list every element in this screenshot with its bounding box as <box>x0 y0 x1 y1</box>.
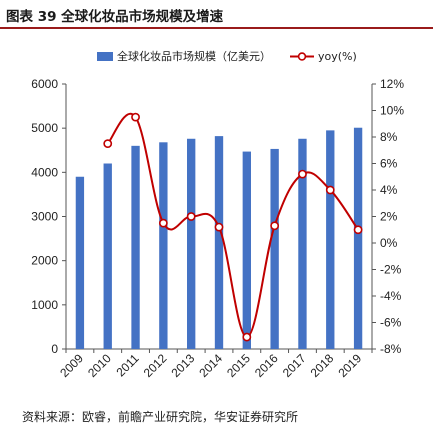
bar-2014 <box>214 136 224 349</box>
y-left-tick-label: 4000 <box>31 165 58 179</box>
bar-2015 <box>242 151 251 349</box>
y-left-tick-label: 5000 <box>31 121 58 135</box>
x-tick-label: 2018 <box>308 351 337 380</box>
bar-2017 <box>298 138 307 349</box>
legend-bar-label: 全球化妆品市场规模（亿美元） <box>117 49 271 63</box>
y-right-tick-label: 8% <box>380 130 398 144</box>
y-right-tick-label: -8% <box>380 342 402 356</box>
yoy-point-2010 <box>103 139 113 149</box>
y-right-tick-label: -2% <box>380 263 402 277</box>
yoy-point-2012 <box>158 218 168 228</box>
y-right-tick-label: 6% <box>380 157 398 171</box>
bar-2012 <box>159 142 168 349</box>
bar-2013 <box>187 138 196 349</box>
x-tick-label: 2017 <box>280 351 309 380</box>
yoy-point-2016 <box>270 221 280 231</box>
y-right-tick-label: 4% <box>380 183 398 197</box>
yoy-point-2015 <box>242 332 252 342</box>
y-right-tick-label: 0% <box>380 236 398 250</box>
x-tick-label: 2014 <box>196 351 225 380</box>
x-tick-label: 2016 <box>252 351 281 380</box>
y-right-tick-label: -6% <box>380 316 402 330</box>
yoy-point-2019 <box>353 225 363 235</box>
x-tick-label: 2015 <box>224 351 253 380</box>
x-tick-label: 2010 <box>85 351 114 380</box>
bar-2010 <box>103 163 112 349</box>
y-left-tick-label: 1000 <box>31 298 58 312</box>
y-right-tick-label: -4% <box>380 289 402 303</box>
legend-bar-swatch <box>97 52 113 61</box>
bar-2016 <box>270 148 279 349</box>
yoy-point-2014 <box>214 222 224 232</box>
y-right-tick-label: 2% <box>380 210 398 224</box>
figure-title: 图表 39 全球化妆品市场规模及增速 <box>6 9 224 25</box>
y-left-tick-label: 3000 <box>31 210 58 224</box>
y-right-tick-label: 12% <box>380 77 404 91</box>
bar-2018 <box>326 130 335 349</box>
source-note: 资料来源：欧睿，前瞻产业研究院，华安证券研究所 <box>22 410 299 424</box>
yoy-point-2018 <box>325 185 335 195</box>
x-tick-label: 2012 <box>141 351 170 380</box>
y-right-tick-label: 10% <box>380 104 404 118</box>
legend-line-label: yoy(%) <box>318 50 357 63</box>
y-left-tick-label: 2000 <box>31 254 58 268</box>
title-divider <box>0 27 433 29</box>
yoy-point-2013 <box>186 212 196 221</box>
x-tick-label: 2019 <box>335 351 364 380</box>
legend-line-marker <box>297 52 307 61</box>
bar-2009 <box>75 176 85 349</box>
yoy-line <box>106 112 359 339</box>
x-tick-label: 2013 <box>169 351 198 380</box>
yoy-point-2017 <box>298 169 307 179</box>
bar-2019 <box>353 127 363 349</box>
y-left-tick-label: 6000 <box>31 77 58 91</box>
bar-2011 <box>131 145 140 349</box>
x-tick-label: 2009 <box>57 351 86 380</box>
y-left-tick-label: 0 <box>51 342 58 356</box>
yoy-point-2011 <box>131 112 140 122</box>
x-tick-label: 2011 <box>114 351 142 379</box>
